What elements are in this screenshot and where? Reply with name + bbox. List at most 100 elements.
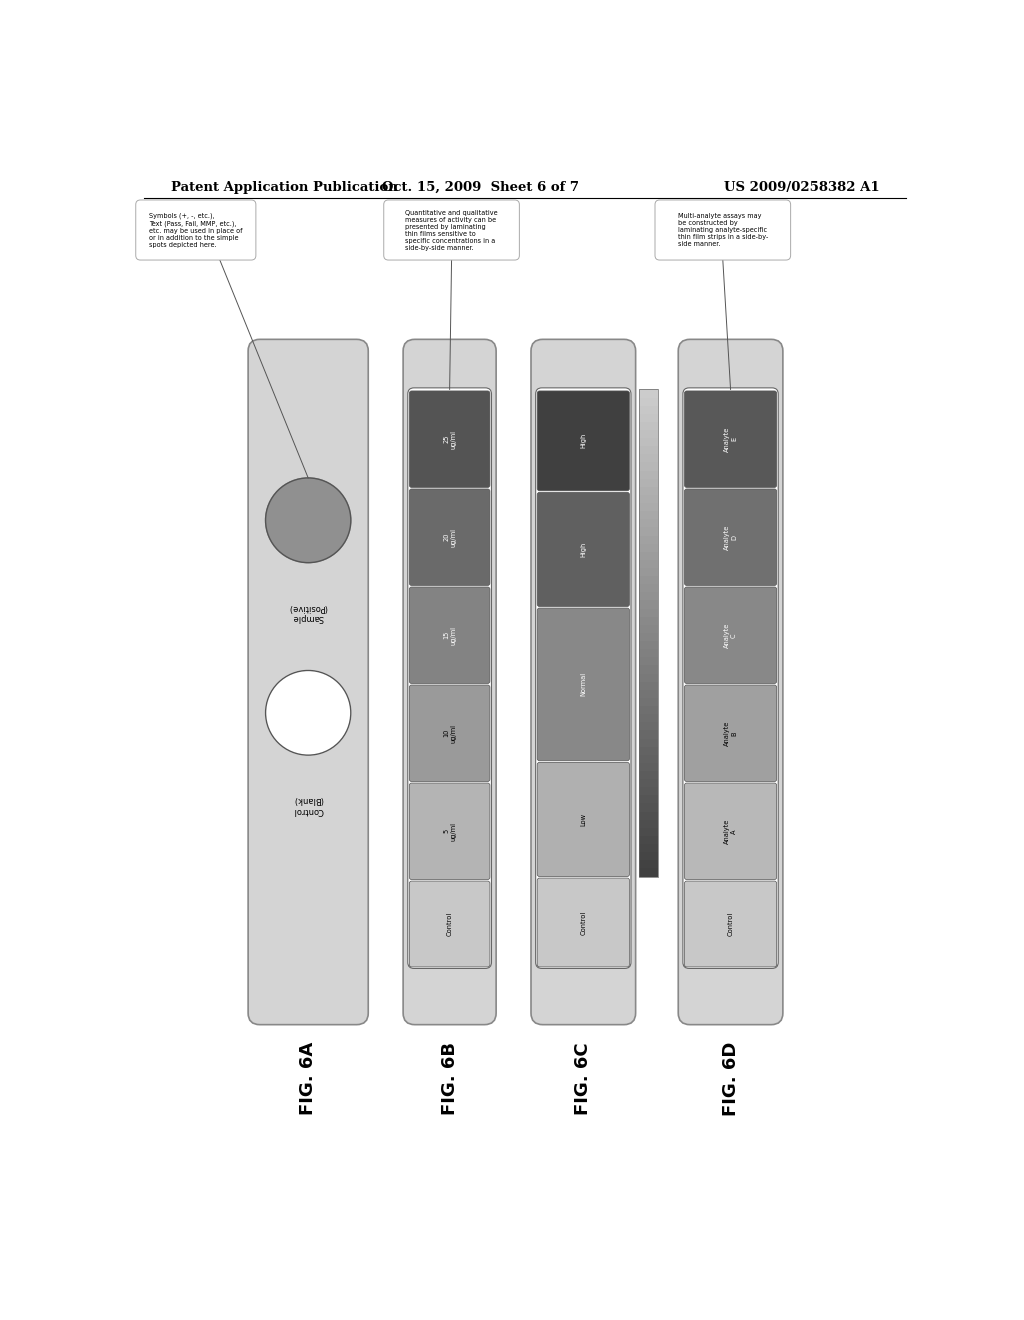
Text: Control: Control	[446, 912, 453, 936]
Bar	[639, 583, 658, 593]
Bar	[639, 681, 658, 690]
FancyBboxPatch shape	[136, 201, 256, 260]
Text: 10
ug/ml: 10 ug/ml	[443, 723, 456, 743]
Bar	[639, 836, 658, 843]
Text: 25
ug/ml: 25 ug/ml	[443, 430, 456, 449]
Bar	[639, 649, 658, 657]
FancyBboxPatch shape	[538, 878, 630, 966]
Text: 15
ug/ml: 15 ug/ml	[443, 626, 456, 644]
Bar	[639, 487, 658, 495]
Text: Control
(Blank): Control (Blank)	[293, 795, 324, 814]
Bar	[639, 389, 658, 876]
Text: Symbols (+, -, etc.),
Text (Pass, Fail, MMP, etc.),
etc. may be used in place of: Symbols (+, -, etc.), Text (Pass, Fail, …	[150, 213, 243, 248]
Bar	[639, 397, 658, 405]
Text: Control: Control	[581, 911, 587, 935]
FancyBboxPatch shape	[536, 388, 631, 969]
FancyBboxPatch shape	[684, 587, 776, 684]
Bar	[639, 795, 658, 804]
FancyBboxPatch shape	[538, 763, 630, 876]
Bar	[639, 851, 658, 861]
Bar	[639, 812, 658, 820]
Text: FIG. 6A: FIG. 6A	[299, 1041, 317, 1115]
Bar	[639, 438, 658, 446]
Bar	[639, 803, 658, 812]
FancyBboxPatch shape	[410, 880, 489, 966]
FancyBboxPatch shape	[403, 339, 496, 1024]
Text: Normal: Normal	[581, 672, 587, 697]
Text: FIG. 6C: FIG. 6C	[574, 1043, 592, 1115]
Bar	[639, 413, 658, 422]
FancyBboxPatch shape	[410, 587, 489, 684]
Bar	[639, 632, 658, 642]
Bar	[639, 787, 658, 796]
Bar	[639, 552, 658, 560]
Text: Multi-analyte assays may
be constructed by
laminating analyte-specific
thin film: Multi-analyte assays may be constructed …	[678, 213, 768, 247]
Text: Oct. 15, 2009  Sheet 6 of 7: Oct. 15, 2009 Sheet 6 of 7	[382, 181, 580, 194]
Bar	[639, 697, 658, 706]
Bar	[639, 706, 658, 714]
FancyBboxPatch shape	[684, 391, 776, 487]
Bar	[639, 771, 658, 779]
Bar	[639, 665, 658, 673]
FancyBboxPatch shape	[538, 609, 630, 760]
Bar	[639, 738, 658, 747]
Bar	[639, 576, 658, 585]
Text: Analyte
D: Analyte D	[724, 524, 737, 550]
Bar	[639, 511, 658, 519]
Bar	[639, 673, 658, 681]
FancyBboxPatch shape	[538, 391, 630, 491]
FancyBboxPatch shape	[410, 783, 489, 879]
Bar	[639, 657, 658, 665]
Text: US 2009/0258382 A1: US 2009/0258382 A1	[724, 181, 880, 194]
Text: High: High	[581, 541, 587, 557]
Text: Analyte
B: Analyte B	[724, 721, 737, 746]
FancyBboxPatch shape	[678, 339, 783, 1024]
Bar	[639, 714, 658, 722]
Bar	[639, 535, 658, 544]
FancyBboxPatch shape	[684, 685, 776, 781]
Text: Control: Control	[728, 912, 733, 936]
FancyBboxPatch shape	[531, 339, 636, 1024]
Text: Analyte
E: Analyte E	[724, 426, 737, 451]
Bar	[639, 859, 658, 869]
Text: 5
ug/ml: 5 ug/ml	[443, 822, 456, 841]
Bar	[639, 503, 658, 511]
Circle shape	[265, 671, 351, 755]
Bar	[639, 828, 658, 836]
Bar	[639, 421, 658, 430]
Bar	[639, 730, 658, 738]
Text: Quantitative and qualitative
measures of activity can be
presented by laminating: Quantitative and qualitative measures of…	[406, 210, 498, 251]
FancyBboxPatch shape	[683, 388, 778, 969]
Bar	[639, 568, 658, 576]
Text: Analyte
A: Analyte A	[724, 818, 737, 843]
FancyBboxPatch shape	[684, 488, 776, 586]
Bar	[639, 470, 658, 479]
FancyBboxPatch shape	[538, 492, 630, 606]
Bar	[639, 640, 658, 649]
Bar	[639, 746, 658, 755]
Bar	[639, 389, 658, 397]
Bar	[639, 624, 658, 634]
Bar	[639, 478, 658, 487]
Bar	[639, 616, 658, 624]
Bar	[639, 591, 658, 601]
FancyBboxPatch shape	[408, 388, 492, 969]
FancyBboxPatch shape	[410, 488, 489, 586]
Bar	[639, 763, 658, 771]
Bar	[639, 544, 658, 552]
Text: FIG. 6B: FIG. 6B	[440, 1041, 459, 1115]
Bar	[639, 779, 658, 787]
Bar	[639, 429, 658, 438]
FancyBboxPatch shape	[248, 339, 369, 1024]
Bar	[639, 754, 658, 763]
Bar	[639, 462, 658, 471]
FancyBboxPatch shape	[655, 201, 791, 260]
FancyBboxPatch shape	[410, 685, 489, 781]
Bar	[639, 560, 658, 568]
Text: Sample
(Positive): Sample (Positive)	[289, 603, 328, 622]
Text: Patent Application Publication: Patent Application Publication	[171, 181, 397, 194]
Text: FIG. 6D: FIG. 6D	[722, 1041, 739, 1115]
FancyBboxPatch shape	[684, 783, 776, 879]
Circle shape	[265, 478, 351, 562]
Bar	[639, 869, 658, 876]
